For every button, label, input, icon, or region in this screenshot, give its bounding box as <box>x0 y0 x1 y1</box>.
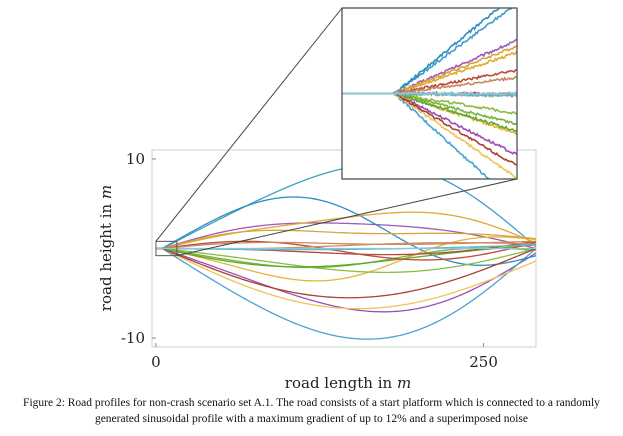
series-line-14 <box>155 247 536 299</box>
zoom-connector-right <box>176 178 518 257</box>
axis-ticks: 0 250 10 -10 <box>121 150 498 371</box>
series-line-6 <box>155 236 536 282</box>
inset-series-lines <box>342 8 517 179</box>
zoom-inset <box>341 7 518 180</box>
x-tick-label-1: 0 <box>151 353 161 371</box>
figure-caption: Figure 2: Road profiles for non-crash sc… <box>23 397 600 425</box>
series-line-8 <box>155 247 536 310</box>
x-tick-label-2: 250 <box>469 353 498 371</box>
y-axis-label-text: road height in <box>97 203 115 311</box>
series-line-4 <box>155 247 536 340</box>
inset-series-line-19 <box>342 90 517 97</box>
series-lines <box>155 163 536 340</box>
x-axis-unit: m <box>397 374 411 392</box>
series-line-12 <box>155 244 536 268</box>
zoom-connector-left <box>155 7 343 242</box>
series-line-9 <box>155 229 536 250</box>
plot-area <box>151 149 537 348</box>
series-line-10 <box>155 247 536 274</box>
series-line-5 <box>155 196 536 266</box>
series-line-1 <box>155 222 536 250</box>
y-tick-label-2: -10 <box>121 329 145 347</box>
connector-lines <box>155 7 518 257</box>
y-tick-label-1: 10 <box>126 150 145 168</box>
x-axis-label-text: road length in <box>285 374 393 392</box>
zoom-region-box <box>155 240 178 257</box>
series-line-15 <box>155 240 536 261</box>
x-axis-label: road length in m <box>285 374 411 392</box>
y-axis-unit: m <box>97 185 115 199</box>
inset-frame <box>341 7 518 180</box>
y-axis-label: road height in m <box>97 185 115 311</box>
series-line-18 <box>155 244 536 251</box>
